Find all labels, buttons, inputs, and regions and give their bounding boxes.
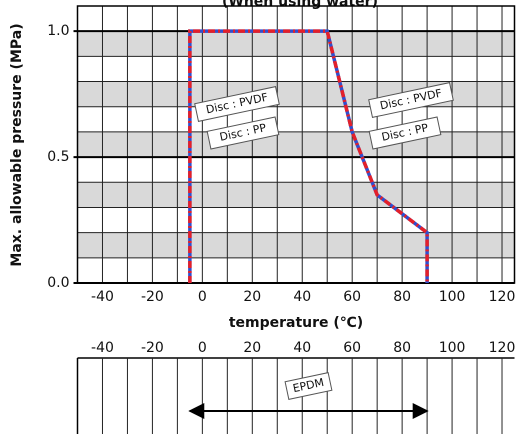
x-tick-label: 0 xyxy=(198,340,207,356)
x-tick-label: 80 xyxy=(393,340,411,356)
annotation-box xyxy=(194,86,280,122)
annotation-box xyxy=(368,116,442,150)
x-axis-label: temperature (℃) xyxy=(229,315,363,331)
y-tick-label: 0.5 xyxy=(47,149,69,165)
x-tick-label: 20 xyxy=(243,289,261,305)
y-tick-label: 1.0 xyxy=(47,23,69,39)
x-tick-label: -40 xyxy=(91,289,114,305)
annotation-box xyxy=(206,116,280,150)
annotation: Disc : PVDF xyxy=(368,82,454,118)
x-tick-label: 100 xyxy=(439,340,466,356)
x-tick-label: 60 xyxy=(343,340,361,356)
annotation: Disc : PP xyxy=(368,116,442,150)
plot-frame xyxy=(76,5,516,284)
x-tick-label: 20 xyxy=(243,340,261,356)
y-axis-label: Max. allowable pressure (MPa) xyxy=(9,23,25,266)
chart-title: (When using water) xyxy=(222,0,378,10)
x-tick-label: 120 xyxy=(489,289,516,305)
x-tick-label: -20 xyxy=(141,289,164,305)
range-label: EPDM xyxy=(284,372,333,400)
x-tick-label: -40 xyxy=(91,340,114,356)
x-tick-label: 40 xyxy=(293,289,311,305)
grid-band xyxy=(77,131,515,158)
y-tick-label: 0.0 xyxy=(47,275,69,291)
annotation: Disc : PP xyxy=(206,116,280,150)
x-tick-label: 120 xyxy=(489,340,516,356)
annotation-box xyxy=(368,82,454,118)
grid-band xyxy=(77,182,515,208)
range-label-text: EPDM xyxy=(292,376,326,395)
grid-band xyxy=(77,232,515,258)
range-label-box xyxy=(284,372,333,400)
series-line xyxy=(188,29,429,283)
x-tick-label: 0 xyxy=(198,289,207,305)
x-tick-label: -20 xyxy=(141,340,164,356)
x-tick-label: 80 xyxy=(393,289,411,305)
grid-band xyxy=(77,31,515,57)
x-tick-label: 60 xyxy=(343,289,361,305)
x-tick-label: 100 xyxy=(439,289,466,305)
x-tick-label: 40 xyxy=(293,340,311,356)
